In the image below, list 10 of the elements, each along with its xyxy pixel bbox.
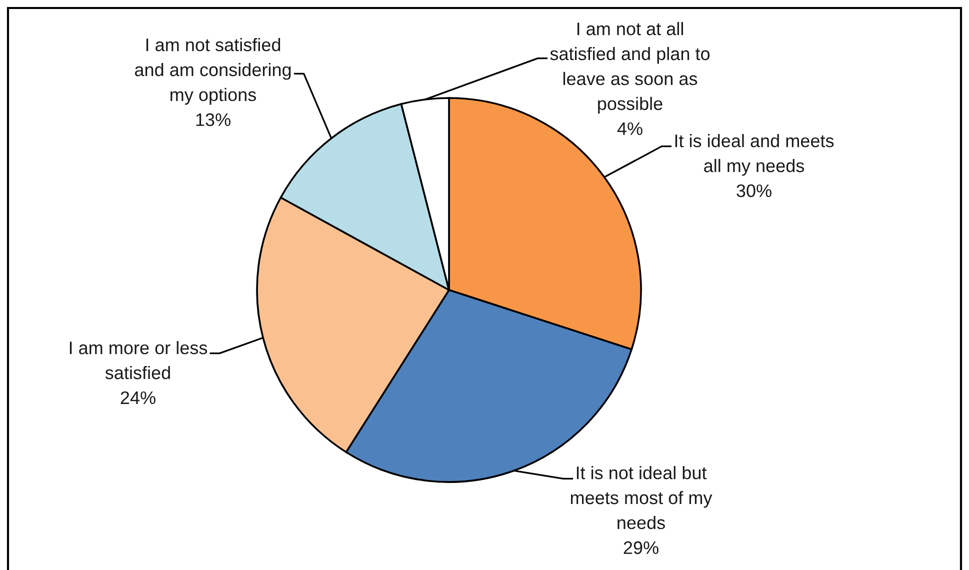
slice-label: I am not at all satisfied and plan to leave as soon as possible bbox=[550, 22, 710, 114]
slice-label: It is ideal and meets all my needs bbox=[675, 134, 834, 176]
data-label: 4% bbox=[617, 122, 642, 135]
data-label: 24% bbox=[120, 391, 156, 404]
data-label: 13% bbox=[196, 113, 230, 126]
data-label: 29% bbox=[624, 541, 658, 554]
slice-label: I am more or less satisfied bbox=[70, 341, 208, 380]
slice-label: It is not ideal but meets most of my needs bbox=[570, 466, 712, 530]
data-label: 30% bbox=[736, 184, 772, 198]
slice-label: I am not satisfied and am considering my options bbox=[134, 38, 291, 105]
